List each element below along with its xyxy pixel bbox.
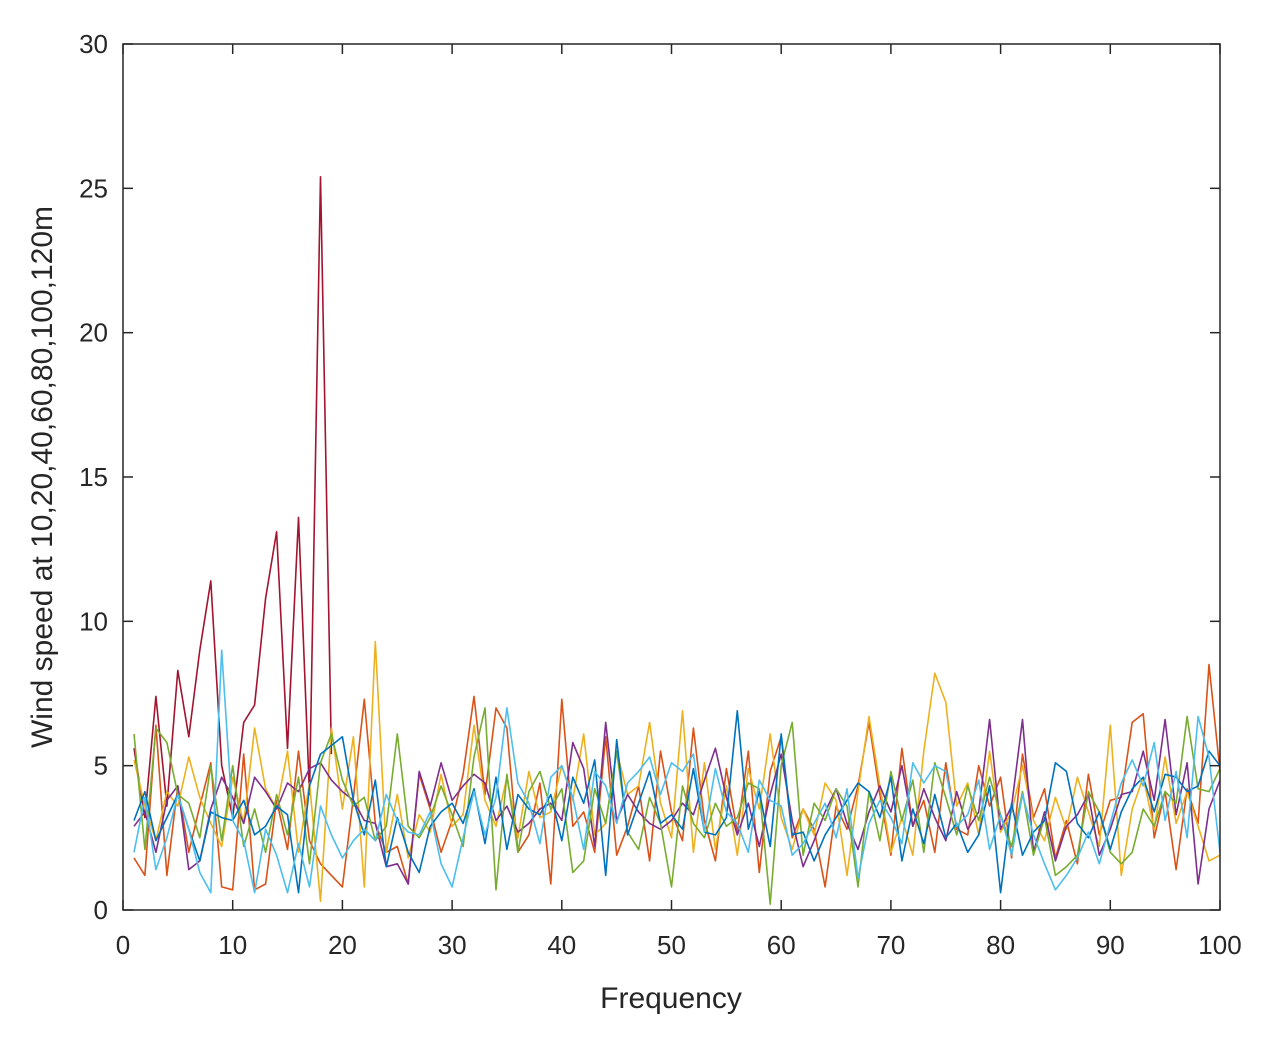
y-tick-label: 0 (94, 895, 108, 925)
series-line-4 (133, 718, 1221, 885)
x-tick-label: 100 (1198, 930, 1241, 960)
x-tick-label: 80 (986, 930, 1015, 960)
x-tick-label: 20 (328, 930, 357, 960)
x-tick-label: 70 (876, 930, 905, 960)
x-tick-label: 30 (438, 930, 467, 960)
y-tick-label: 30 (79, 29, 108, 59)
y-tick-label: 25 (79, 173, 108, 203)
y-tick-label: 5 (94, 751, 108, 781)
series-line-6 (133, 709, 1221, 894)
y-tick-label: 15 (79, 462, 108, 492)
x-tick-label: 50 (657, 930, 686, 960)
plot-area (123, 44, 1220, 910)
y-tick-label: 20 (79, 318, 108, 348)
series-line-7 (133, 649, 1221, 894)
series-line-5 (133, 707, 1221, 906)
x-tick-label: 90 (1096, 930, 1125, 960)
y-axis: 0 5 10 15 20 25 30 (79, 29, 1220, 925)
x-tick-label: 60 (767, 930, 796, 960)
x-tick-label: 40 (547, 930, 576, 960)
series-layer (133, 176, 1221, 906)
x-tick-label: 0 (116, 930, 130, 960)
x-tick-label: 10 (218, 930, 247, 960)
x-axis-label: Frequency (600, 982, 742, 1015)
y-axis-label: Wind speed at 10,20,40,60,80,100,120m (26, 206, 59, 748)
x-axis: 0 10 20 30 40 50 60 70 80 90 100 (116, 44, 1242, 960)
y-tick-label: 10 (79, 606, 108, 636)
